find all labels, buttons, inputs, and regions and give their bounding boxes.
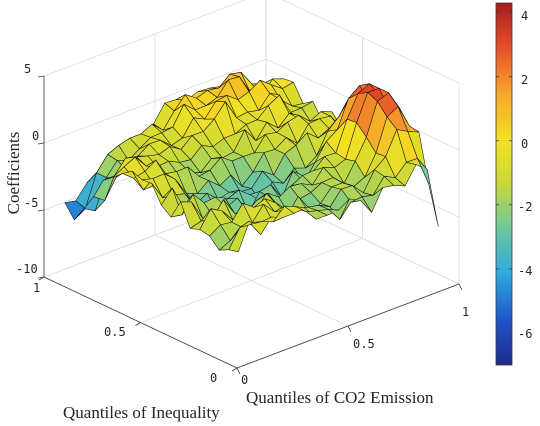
y-tick-mark: [135, 322, 141, 326]
x-tick-label: 0.5: [353, 337, 375, 351]
y-tick-label: 0.5: [104, 325, 126, 339]
axis-ticks: 5 0 -5 -10 1 0.5 0 0 0.5 1: [16, 62, 469, 387]
z-axis-label: Coefficients: [4, 132, 23, 215]
z-tick-label: 5: [24, 62, 31, 76]
y-tick-label: 0: [210, 371, 217, 385]
back-wall-gridline: [43, 58, 267, 144]
x-tick-mark: [458, 283, 463, 291]
colorbar-ticks: [496, 12, 512, 334]
z-tick-mark: [37, 142, 45, 145]
x-tick-mark: [236, 367, 241, 375]
z-tick-mark: [37, 209, 45, 212]
z-tick-label: -5: [24, 196, 38, 210]
z-tick-label: -10: [16, 262, 38, 276]
y-tick-mark: [38, 276, 45, 281]
y-axis-label: Quantiles of Inequality: [63, 403, 220, 422]
colorbar-tick-label: -2: [518, 200, 532, 214]
axis-labels: Coefficients Quantiles of Inequality Qua…: [4, 132, 434, 422]
floor-gridline: [140, 238, 363, 323]
colorbar-gradient: [495, 2, 513, 366]
x-tick-label: 0: [241, 373, 248, 387]
z-tick-label: 0: [32, 129, 39, 143]
x-axis-label: Quantiles of CO2 Emission: [246, 388, 434, 407]
x-tick-mark: [347, 325, 352, 333]
side-wall-gridline: [282, 0, 460, 84]
colorbar-tick-label: -4: [518, 264, 532, 278]
colorbar-tick-label: 4: [521, 9, 528, 23]
colorbar-tick-label: 0: [521, 137, 528, 151]
y-tick-label: 1: [33, 281, 40, 295]
x-tick-label: 1: [462, 305, 469, 319]
z-tick-mark: [37, 75, 45, 78]
colorbar-tick-label: -6: [518, 327, 532, 341]
surface-facet: [417, 158, 439, 227]
surface-plot: [64, 72, 439, 253]
colorbar-tick-label: 2: [521, 73, 528, 87]
back-wall-gridline: [43, 0, 246, 77]
colorbar: 4 2 0 -2 -4 -6: [495, 2, 532, 366]
y-tick-mark: [231, 367, 238, 372]
